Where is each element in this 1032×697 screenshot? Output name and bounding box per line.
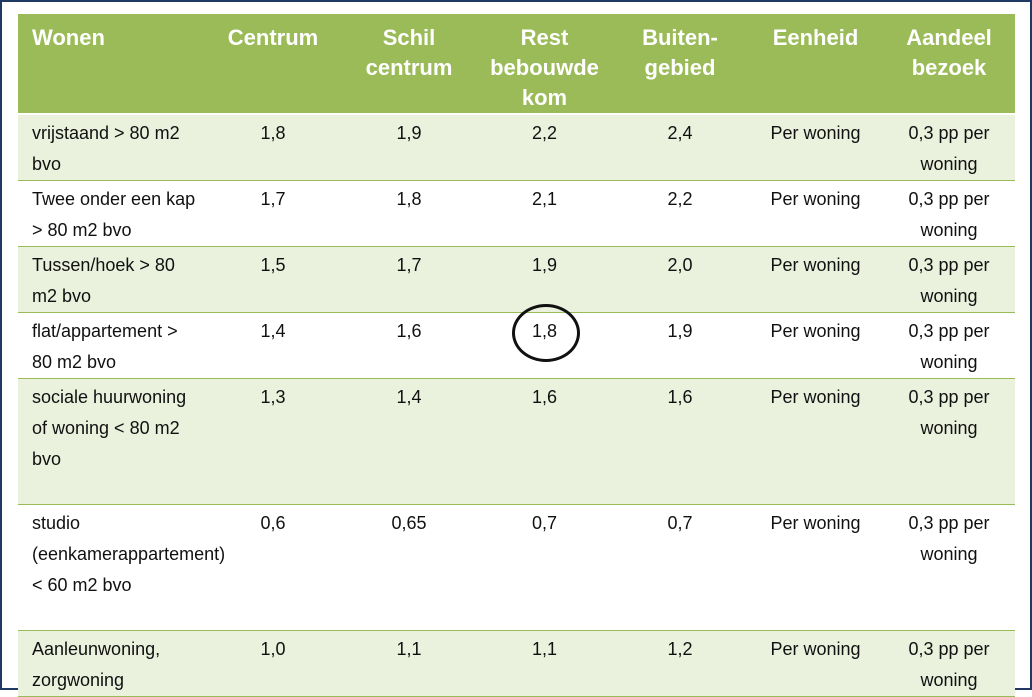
- cell-aandeel-bezoek: 0,3 pp per woning: [883, 504, 1015, 631]
- cell-aandeel-bezoek: 0,3 pp per woning: [883, 113, 1015, 181]
- cell-aandeel-bezoek: 0,3 pp per woning: [883, 312, 1015, 379]
- cell-eenheid: Per woning: [748, 246, 883, 313]
- table-row: vrijstaand > 80 m2 bvo 1,8 1,9 2,2 2,4 P…: [18, 113, 1015, 181]
- cell-buitengebied: 2,4: [612, 113, 748, 181]
- table-row: Twee onder een kap > 80 m2 bvo 1,7 1,8 2…: [18, 180, 1015, 247]
- parking-norms-table: Wonen Centrum Schil centrum Rest bebouwd…: [18, 14, 1015, 697]
- header-wonen: Wonen: [18, 14, 205, 115]
- table-row: flat/appartement > 80 m2 bvo 1,4 1,6 1,8…: [18, 303, 1015, 379]
- cell-buitengebied: 2,0: [612, 246, 748, 313]
- cell-buitengebied: 0,7: [612, 504, 748, 631]
- cell-eenheid: Per woning: [748, 180, 883, 247]
- cell-schil-centrum: 1,4: [341, 378, 477, 505]
- cell-rest-bebouwde-kom: 2,1: [477, 180, 612, 247]
- cell-eenheid: Per woning: [748, 630, 883, 697]
- header-aandeel-bezoek: Aandeel bezoek: [883, 14, 1015, 115]
- cell-rest-bebouwde-kom: 0,7: [477, 504, 612, 631]
- cell-schil-centrum: 1,8: [341, 180, 477, 247]
- cell-centrum: 1,4: [205, 312, 341, 379]
- table-header-row: Wonen Centrum Schil centrum Rest bebouwd…: [18, 14, 1015, 115]
- cell-schil-centrum: 0,65: [341, 504, 477, 631]
- header-centrum: Centrum: [205, 14, 341, 115]
- cell-buitengebied: 1,2: [612, 630, 748, 697]
- cell-centrum: 1,3: [205, 378, 341, 505]
- cell-buitengebied: 1,6: [612, 378, 748, 505]
- cell-schil-centrum: 1,7: [341, 246, 477, 313]
- cell-type: flat/appartement > 80 m2 bvo: [18, 312, 205, 379]
- cell-centrum: 1,8: [205, 113, 341, 181]
- table-row: sociale huurwoning of woning < 80 m2 bvo…: [18, 378, 1015, 505]
- cell-rest-bebouwde-kom: 2,2: [477, 113, 612, 181]
- cell-rest-bebouwde-kom: 1,6: [477, 378, 612, 505]
- cell-aandeel-bezoek: 0,3 pp per woning: [883, 180, 1015, 247]
- cell-type: Tussen/hoek > 80 m2 bvo: [18, 246, 205, 313]
- cell-eenheid: Per woning: [748, 504, 883, 631]
- cell-type: vrijstaand > 80 m2 bvo: [18, 113, 205, 181]
- cell-centrum: 0,6: [205, 504, 341, 631]
- cell-eenheid: Per woning: [748, 378, 883, 505]
- circled-value-highlight: 1,8: [511, 303, 580, 362]
- cell-buitengebied: 2,2: [612, 180, 748, 247]
- cell-schil-centrum: 1,9: [341, 113, 477, 181]
- header-eenheid: Eenheid: [748, 14, 883, 115]
- table-row: Tussen/hoek > 80 m2 bvo 1,5 1,7 1,9 2,0 …: [18, 246, 1015, 313]
- cell-rest-bebouwde-kom: 1,1: [477, 630, 612, 697]
- cell-buitengebied: 1,9: [612, 312, 748, 379]
- cell-centrum: 1,7: [205, 180, 341, 247]
- table-row: Aanleunwoning, zorgwoning 1,0 1,1 1,1 1,…: [18, 630, 1015, 697]
- cell-centrum: 1,5: [205, 246, 341, 313]
- cell-type: sociale huurwoning of woning < 80 m2 bvo: [18, 378, 205, 505]
- cell-type: studio (eenkamerappartement) < 60 m2 bvo: [18, 504, 225, 631]
- table-row: studio (eenkamerappartement) < 60 m2 bvo…: [18, 504, 1015, 631]
- header-buitengebied: Buiten-gebied: [612, 14, 748, 115]
- header-schil-centrum: Schil centrum: [341, 14, 477, 115]
- cell-aandeel-bezoek: 0,3 pp per woning: [883, 378, 1015, 505]
- cell-aandeel-bezoek: 0,3 pp per woning: [883, 630, 1015, 697]
- cell-schil-centrum: 1,6: [341, 312, 477, 379]
- header-rest-bebouwde-kom: Rest bebouwde kom: [477, 14, 612, 115]
- cell-eenheid: Per woning: [748, 312, 883, 379]
- cell-centrum: 1,0: [205, 630, 341, 697]
- cell-aandeel-bezoek: 0,3 pp per woning: [883, 246, 1015, 313]
- cell-schil-centrum: 1,1: [341, 630, 477, 697]
- cell-eenheid: Per woning: [748, 113, 883, 181]
- cell-rest-bebouwde-kom: 1,8: [477, 303, 612, 379]
- cell-type: Twee onder een kap > 80 m2 bvo: [18, 180, 205, 247]
- cell-type: Aanleunwoning, zorgwoning: [18, 630, 205, 697]
- cell-rest-bebouwde-kom: 1,9: [477, 246, 612, 313]
